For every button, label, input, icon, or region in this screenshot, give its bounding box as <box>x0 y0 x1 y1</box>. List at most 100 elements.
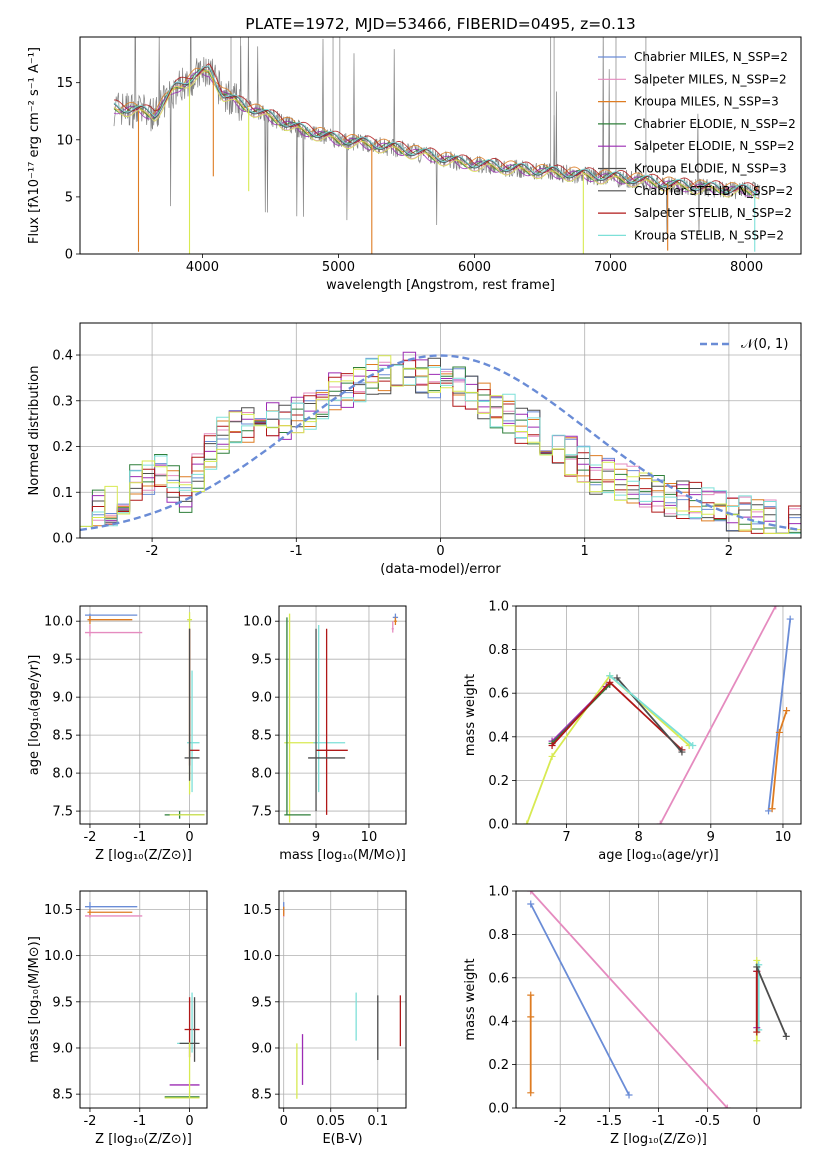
x-tick-label: 10 <box>775 830 792 845</box>
x-tick-label: -0.5 <box>695 1114 720 1129</box>
y-tick-label: 0.1 <box>52 486 73 501</box>
x-tick-label: -2 <box>554 1114 567 1129</box>
series-line <box>768 707 791 813</box>
y-tick-label: 10.0 <box>243 949 272 964</box>
series-line <box>656 606 780 824</box>
y-tick-label: 9.5 <box>251 653 272 668</box>
x-tick-label: 0 <box>185 1114 193 1129</box>
x-tick-label: 5000 <box>322 260 355 275</box>
x-tick-label: 8000 <box>730 260 763 275</box>
axes-frame <box>515 890 802 1109</box>
errorbar-point <box>87 615 133 625</box>
axes-frame <box>515 605 802 825</box>
y-tick-label: 10.5 <box>243 903 272 918</box>
errorbar-point <box>84 902 138 910</box>
x-tick-label: -2 <box>83 1114 96 1129</box>
x-tick-label: -1 <box>652 1114 665 1129</box>
y-tick-label: 8.5 <box>52 1088 73 1103</box>
y-tick-label: 8.0 <box>52 767 73 782</box>
axes-spectrum: 4000 5000 6000 7000 8000 0 5 10 15 wavelength [An… <box>27 15 802 293</box>
series-path <box>609 675 694 747</box>
y-tick-label: 0.2 <box>52 440 73 455</box>
data-marker <box>625 1091 633 1099</box>
series-line <box>765 615 794 815</box>
errorbar-point <box>313 624 346 793</box>
y-tick-label: 0.0 <box>488 818 509 833</box>
y-tick-label: 9.0 <box>251 1041 272 1056</box>
y-tick-label: 15 <box>56 76 73 91</box>
errorbar-point <box>284 613 317 823</box>
y-tick-label: 0.2 <box>488 1058 509 1073</box>
series-line <box>523 672 693 824</box>
plot-area <box>516 891 801 1108</box>
y-tick-label: 9.5 <box>52 653 73 668</box>
residual-histogram <box>80 358 801 538</box>
axes-residuals: -2 -1 0 1 2 0.0 0.1 0.2 0.3 0.4 (data-model)/error… <box>27 322 802 577</box>
data-marker <box>548 752 556 760</box>
y-tick-label: 9.5 <box>52 995 73 1010</box>
y-tick-label: 7.5 <box>52 805 73 820</box>
data-marker <box>678 748 686 756</box>
x-tick-label: -1 <box>133 830 146 845</box>
y-tick-label: 9.0 <box>52 1041 73 1056</box>
plot-area <box>279 891 406 1108</box>
x-tick-label: 2 <box>725 544 733 559</box>
errorbar-point <box>84 624 143 637</box>
model-spectrum <box>113 65 759 195</box>
series-line <box>613 674 686 756</box>
data-marker <box>527 900 535 908</box>
y-tick-label: 0.0 <box>488 1102 509 1117</box>
series-path <box>530 891 728 1108</box>
data-marker <box>527 991 535 999</box>
model-spectrum <box>114 63 760 192</box>
data-marker <box>753 956 761 964</box>
x-tick-label: 1 <box>581 544 589 559</box>
series-line <box>548 678 686 754</box>
x-tick-label: 0 <box>753 1114 761 1129</box>
legend-label: Salpeter MILES, N_SSP=2 <box>634 72 787 86</box>
x-tick-label: 0.05 <box>316 1114 345 1129</box>
data-marker <box>527 891 535 895</box>
x-axis-label: mass [log₁₀(M/M⊙)] <box>279 848 406 863</box>
errorbar-point <box>308 628 346 812</box>
y-tick-label: 10.0 <box>44 615 73 630</box>
y-axis-label: mass weight <box>463 958 478 1040</box>
legend: 𝒩(0, 1) <box>700 337 788 352</box>
data-marker <box>775 728 783 736</box>
y-tick-label: 0.8 <box>488 643 509 658</box>
y-tick-label: 0.0 <box>52 532 73 547</box>
x-tick-label: -2 <box>83 830 96 845</box>
y-axis-label: Flux [fλ10⁻¹⁷ erg cm⁻² s⁻¹ A⁻¹] <box>27 47 42 244</box>
y-tick-label: 7.5 <box>251 805 272 820</box>
series-path <box>659 606 777 824</box>
axes-mass-vs-metallicity: -2 -1 0 8.5 9.0 9.5 10.0 10.5 Z [log₁₀(Z/Z⊙)] mas… <box>27 890 208 1147</box>
y-axis-label: mass [log₁₀(M/M⊙)] <box>27 936 42 1063</box>
y-tick-label: 9.0 <box>251 691 272 706</box>
series-path <box>529 903 630 1096</box>
plot-area <box>516 606 801 824</box>
x-tick-label: 9 <box>707 830 715 845</box>
axes-frame <box>278 605 407 825</box>
y-tick-label: 1.0 <box>488 885 509 900</box>
data-marker <box>753 963 761 971</box>
series-path <box>551 681 683 751</box>
x-tick-label: 9 <box>312 830 320 845</box>
data-marker <box>768 805 776 813</box>
series-line <box>606 672 697 750</box>
legend-label: 𝒩(0, 1) <box>741 337 788 352</box>
axes-mass-weight-vs-age: 7 8 9 10 0.0 0.2 0.4 0.6 0.8 1.0 age [log₁₀(age/yr… <box>463 600 802 863</box>
y-tick-label: 0.6 <box>488 971 509 986</box>
data-marker <box>527 1013 535 1021</box>
errorbar-point <box>284 617 311 816</box>
y-tick-label: 0 <box>65 248 73 263</box>
y-axis-label: Normed distribution <box>27 366 42 496</box>
data-marker <box>606 678 614 686</box>
axes-mass-weight-vs-metallicity: -2 -1.5 -1 -0.5 0 0.0 0.2 0.4 0.6 0.8 1.0 Z [log₁₀(… <box>463 885 802 1147</box>
data-marker <box>523 820 531 824</box>
errorbar-point <box>87 909 133 916</box>
x-axis-label: Z [log₁₀(Z/Z⊙)] <box>95 1132 192 1147</box>
chart-title: PLATE=1972, MJD=53466, FIBERID=0495, z=0… <box>245 15 635 33</box>
data-marker <box>606 672 614 680</box>
x-axis-label: Z [log₁₀(Z/Z⊙)] <box>95 848 192 863</box>
axes-frame <box>79 322 802 539</box>
